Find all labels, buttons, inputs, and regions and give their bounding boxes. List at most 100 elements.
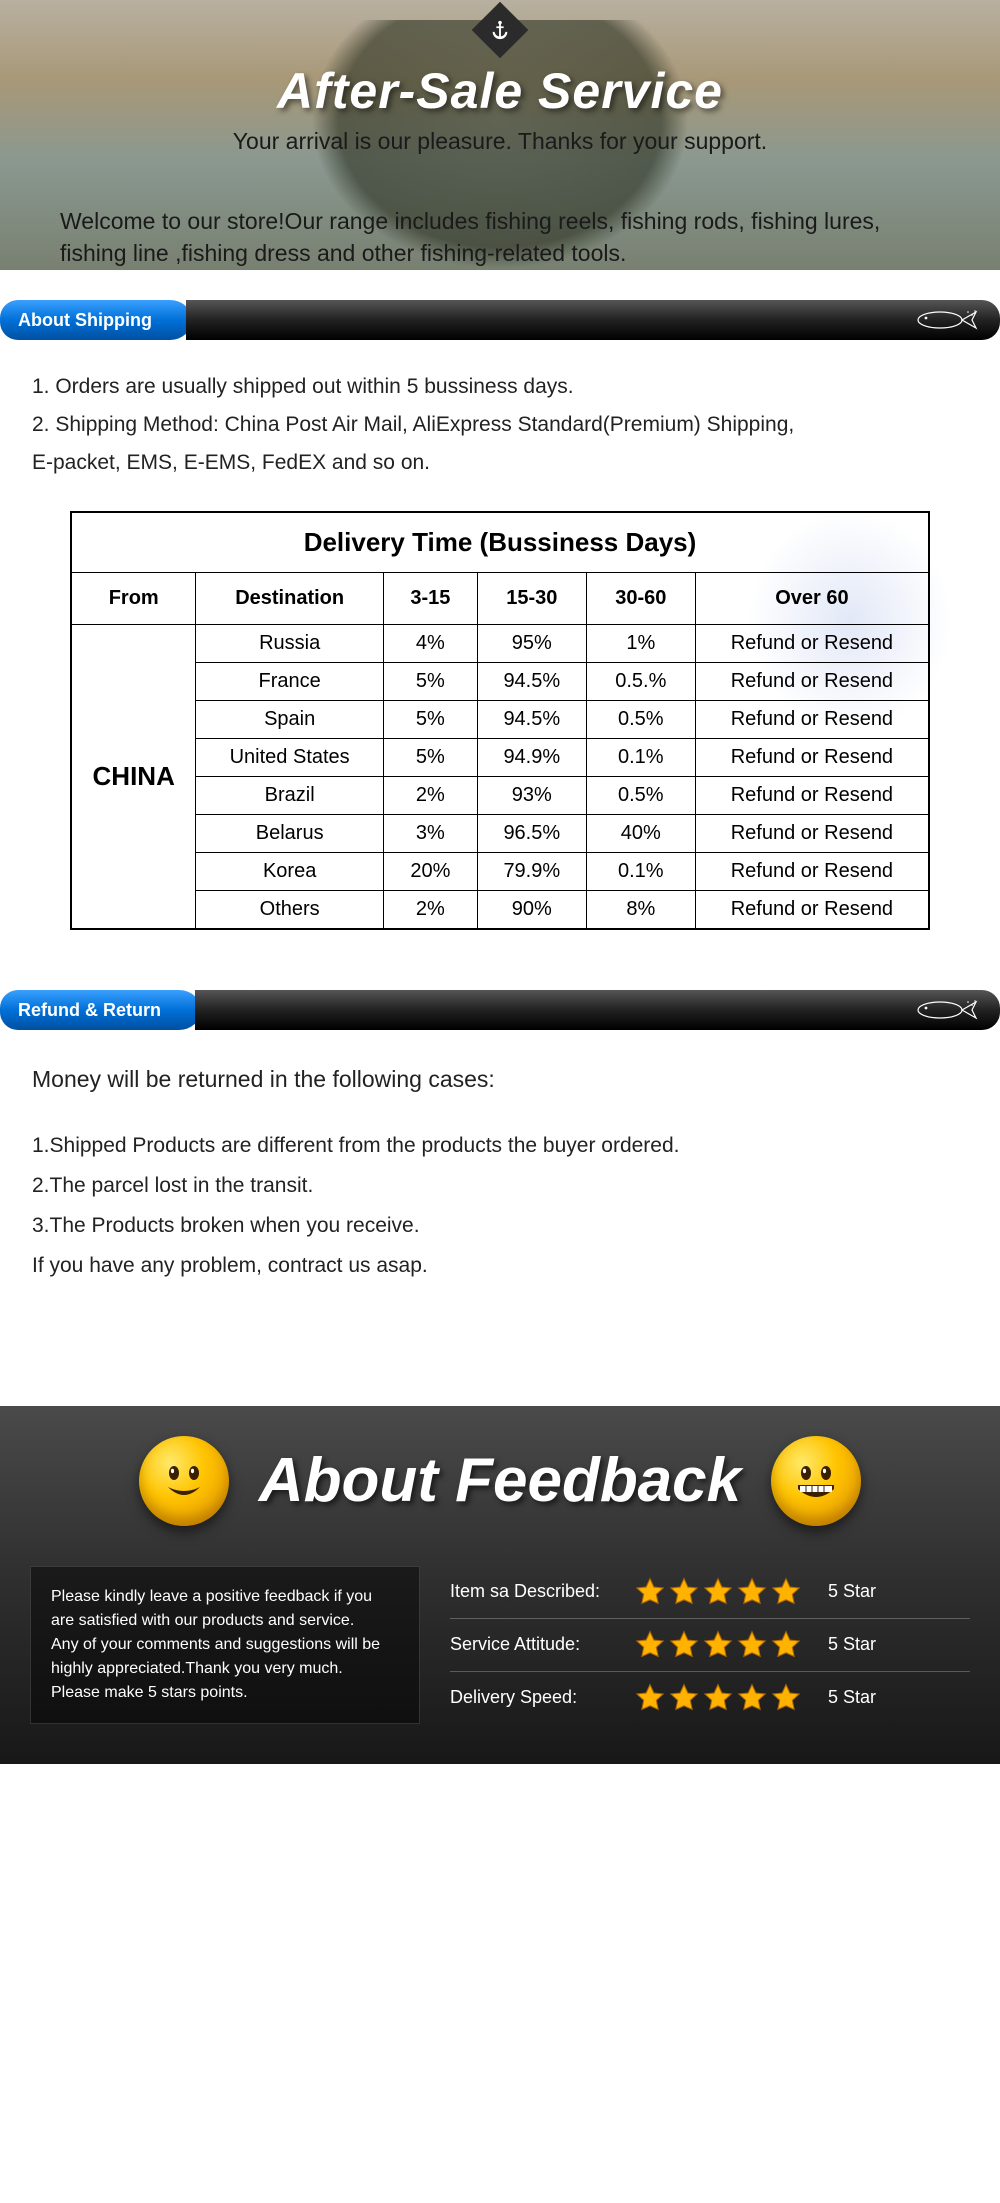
- td-cell: Belarus: [196, 815, 384, 853]
- th-over60: Over 60: [695, 573, 929, 625]
- table-row: United States5%94.9%0.1%Refund or Resend: [71, 739, 929, 777]
- td-cell: 0.1%: [586, 739, 695, 777]
- td-cell: 40%: [586, 815, 695, 853]
- td-cell: 0.5.%: [586, 663, 695, 701]
- rating-score: 5 Star: [828, 1581, 876, 1602]
- td-cell: 93%: [477, 777, 586, 815]
- td-cell: 5%: [383, 701, 477, 739]
- refund-text: Money will be returned in the following …: [0, 1030, 1000, 1365]
- td-cell: France: [196, 663, 384, 701]
- delivery-table: Delivery Time (Bussiness Days) From Dest…: [70, 511, 930, 930]
- shipping-line-2: 2. Shipping Method: China Post Air Mail,…: [32, 406, 968, 444]
- td-cell: Brazil: [196, 777, 384, 815]
- shipping-line-3: E-packet, EMS, E-EMS, FedEX and so on.: [32, 444, 968, 482]
- hero-title: After-Sale Service: [277, 62, 723, 120]
- star-icon-group: [634, 1576, 802, 1608]
- td-cell: 2%: [383, 891, 477, 930]
- tab-label-shipping: About Shipping: [0, 300, 170, 340]
- table-row: Korea20%79.9%0.1%Refund or Resend: [71, 853, 929, 891]
- refund-line-3: 3.The Products broken when you receive.: [32, 1206, 968, 1246]
- feedback-left-p1: Please kindly leave a positive feedback …: [51, 1585, 399, 1633]
- refund-line-4: If you have any problem, contract us asa…: [32, 1246, 968, 1286]
- td-cell: 2%: [383, 777, 477, 815]
- tab-label-refund: Refund & Return: [0, 990, 179, 1030]
- table-title: Delivery Time (Bussiness Days): [71, 512, 929, 573]
- td-cell: 79.9%: [477, 853, 586, 891]
- refund-line-2: 2.The parcel lost in the transit.: [32, 1166, 968, 1206]
- refund-lead: Money will be returned in the following …: [32, 1058, 968, 1102]
- td-cell: Others: [196, 891, 384, 930]
- td-cell: Refund or Resend: [695, 853, 929, 891]
- hero-subtitle: Your arrival is our pleasure. Thanks for…: [233, 128, 767, 155]
- rating-score: 5 Star: [828, 1687, 876, 1708]
- feedback-body: Please kindly leave a positive feedback …: [30, 1566, 970, 1724]
- th-destination: Destination: [196, 573, 384, 625]
- td-cell: Refund or Resend: [695, 625, 929, 663]
- table-row: Others2%90%8%Refund or Resend: [71, 891, 929, 930]
- td-cell: 4%: [383, 625, 477, 663]
- td-cell: Refund or Resend: [695, 777, 929, 815]
- td-cell: 0.5%: [586, 777, 695, 815]
- th-15-30: 15-30: [477, 573, 586, 625]
- rating-row: Delivery Speed: 5 Star: [450, 1672, 970, 1724]
- td-cell: Refund or Resend: [695, 663, 929, 701]
- table-row: Brazil2%93%0.5%Refund or Resend: [71, 777, 929, 815]
- th-30-60: 30-60: [586, 573, 695, 625]
- td-cell: Russia: [196, 625, 384, 663]
- rating-row: Service Attitude: 5 Star: [450, 1619, 970, 1672]
- th-3-15: 3-15: [383, 573, 477, 625]
- smiley-icon: [139, 1436, 229, 1526]
- td-cell: 0.5%: [586, 701, 695, 739]
- td-cell: 20%: [383, 853, 477, 891]
- fish-icon: [912, 307, 980, 333]
- rating-row: Item sa Described: 5 Star: [450, 1566, 970, 1619]
- feedback-panel: About Feedback Please kindly leave a pos…: [0, 1406, 1000, 1764]
- td-cell: 5%: [383, 663, 477, 701]
- smiley-icon: [771, 1436, 861, 1526]
- refund-line-1: 1.Shipped Products are different from th…: [32, 1126, 968, 1166]
- feedback-ratings: Item sa Described:5 StarService Attitude…: [450, 1566, 970, 1724]
- feedback-title: About Feedback: [259, 1445, 741, 1516]
- hero-banner: After-Sale Service Your arrival is our p…: [0, 0, 1000, 270]
- hero-welcome-text: Welcome to our store!Our range includes …: [0, 205, 1000, 269]
- td-cell: 8%: [586, 891, 695, 930]
- shipping-text: 1. Orders are usually shipped out within…: [0, 340, 1000, 501]
- td-cell: Refund or Resend: [695, 815, 929, 853]
- shipping-line-1: 1. Orders are usually shipped out within…: [32, 368, 968, 406]
- rating-label: Item sa Described:: [450, 1581, 620, 1602]
- td-cell: Refund or Resend: [695, 891, 929, 930]
- rating-score: 5 Star: [828, 1634, 876, 1655]
- td-cell: 1%: [586, 625, 695, 663]
- td-cell: United States: [196, 739, 384, 777]
- td-cell: Refund or Resend: [695, 701, 929, 739]
- rating-label: Delivery Speed:: [450, 1687, 620, 1708]
- td-cell: 94.9%: [477, 739, 586, 777]
- feedback-left-p3: Please make 5 stars points.: [51, 1681, 399, 1705]
- rating-label: Service Attitude:: [450, 1634, 620, 1655]
- td-cell: 94.5%: [477, 663, 586, 701]
- td-cell: 0.1%: [586, 853, 695, 891]
- section-header-refund: Refund & Return: [0, 990, 1000, 1030]
- delivery-table-wrap: Delivery Time (Bussiness Days) From Dest…: [0, 501, 1000, 960]
- td-cell: 94.5%: [477, 701, 586, 739]
- td-cell: Spain: [196, 701, 384, 739]
- feedback-left-p2: Any of your comments and suggestions wil…: [51, 1633, 399, 1681]
- feedback-header: About Feedback: [30, 1436, 970, 1526]
- td-from: CHINA: [71, 625, 196, 930]
- td-cell: 96.5%: [477, 815, 586, 853]
- star-icon-group: [634, 1682, 802, 1714]
- table-row: Spain5%94.5%0.5%Refund or Resend: [71, 701, 929, 739]
- star-icon-group: [634, 1629, 802, 1661]
- table-row: Belarus3%96.5%40%Refund or Resend: [71, 815, 929, 853]
- tab-bar-dark: [195, 990, 1000, 1030]
- table-row: CHINARussia4%95%1%Refund or Resend: [71, 625, 929, 663]
- table-row: France5%94.5%0.5.%Refund or Resend: [71, 663, 929, 701]
- td-cell: 3%: [383, 815, 477, 853]
- td-cell: 5%: [383, 739, 477, 777]
- td-cell: 90%: [477, 891, 586, 930]
- td-cell: 95%: [477, 625, 586, 663]
- td-cell: Korea: [196, 853, 384, 891]
- th-from: From: [71, 573, 196, 625]
- tab-bar-dark: [186, 300, 1000, 340]
- section-header-shipping: About Shipping: [0, 300, 1000, 340]
